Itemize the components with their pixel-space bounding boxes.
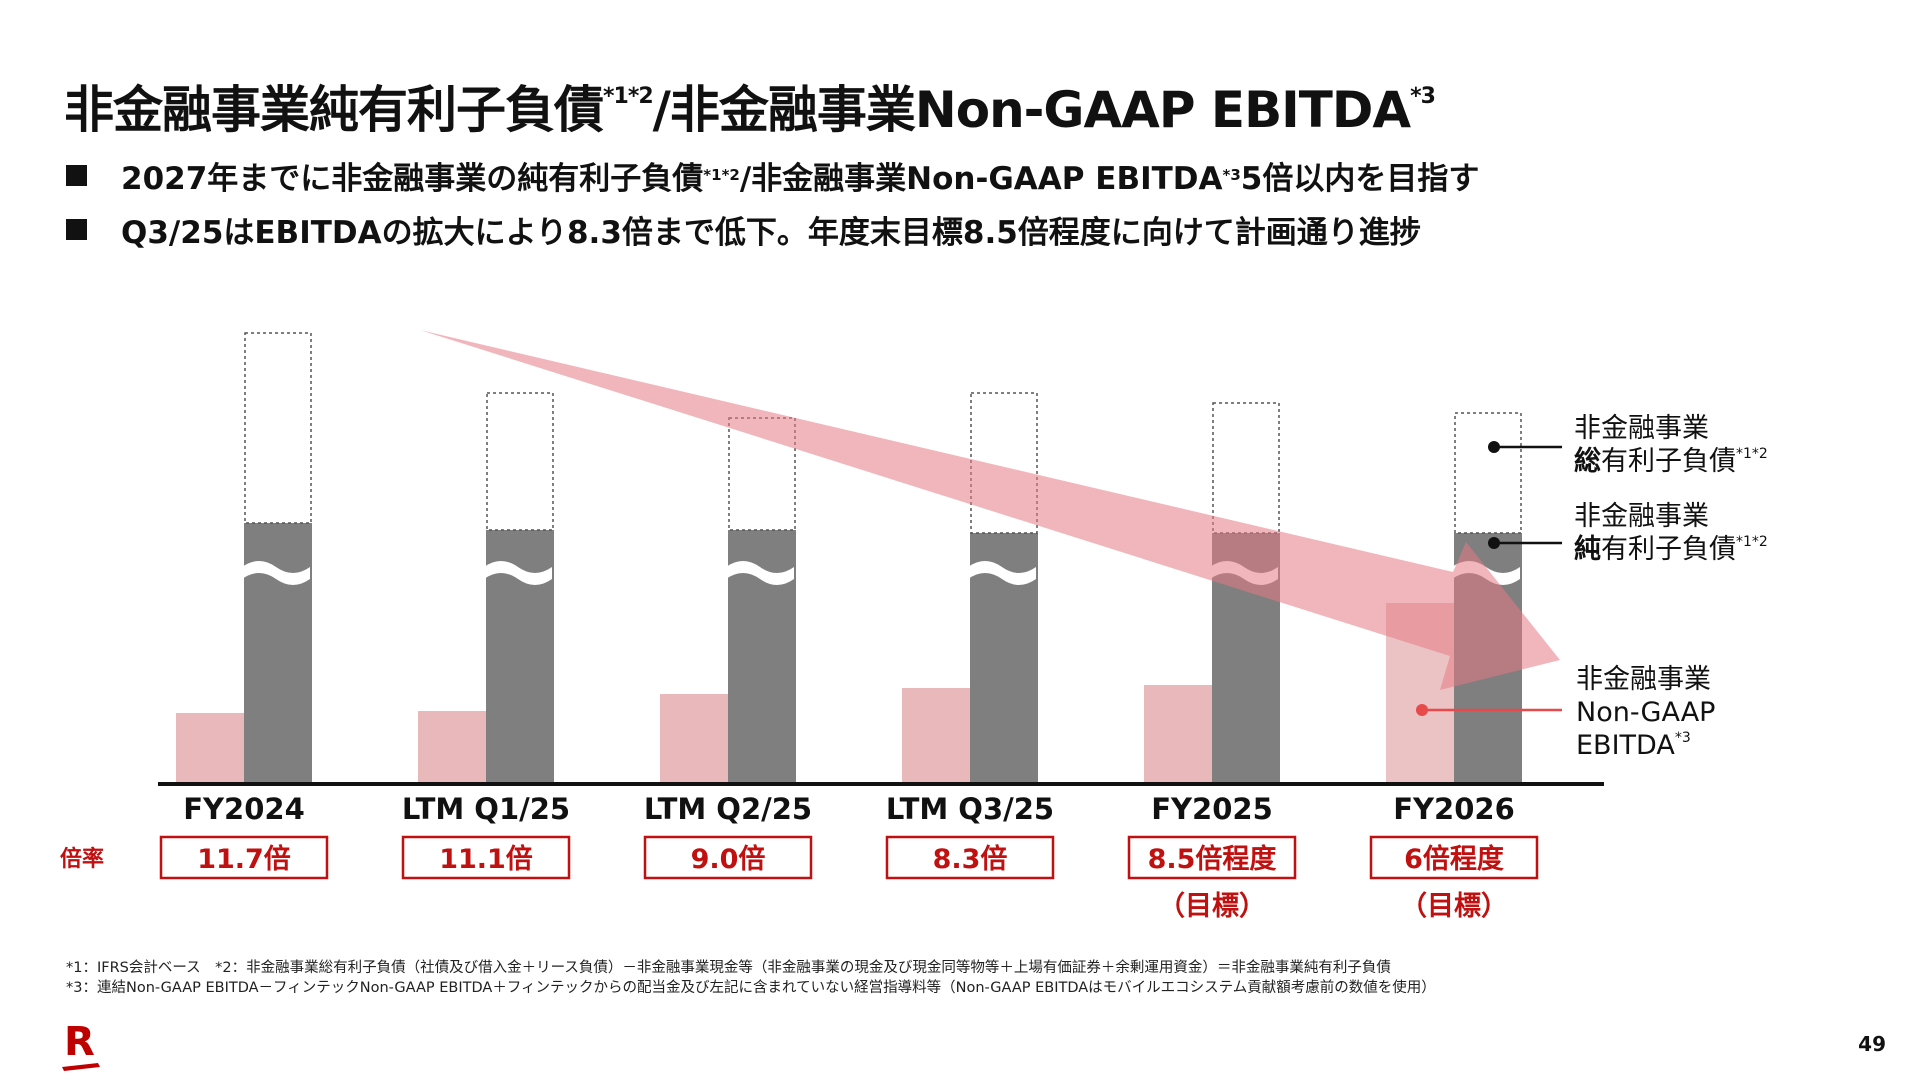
gross-debt-outline-5 [1212,402,1280,534]
ebitda-bar-5 [1144,685,1212,783]
bullet-item: Q3/25はEBITDAの拡大により8.3倍まで低下。年度末目標8.5倍程度に向… [66,202,1479,256]
bullet-square-icon [66,218,87,240]
bullet-list: 2027年までに非金融事業の純有利子負債 *1*2/非金融事業Non-GAAP E… [66,148,1479,256]
ratio-box [1369,835,1539,880]
bullet-item: 2027年までに非金融事業の純有利子負債 *1*2/非金融事業Non-GAAP E… [66,148,1479,202]
target-label: （目標） [1158,891,1266,922]
page-title: 非金融事業純有利子負債*1*2/非金融事業Non-GAAP EBITDA*3 [64,81,1436,139]
x-tick-label: LTM Q3/25 [886,792,1054,826]
legend-ebitda-line2: Non-GAAP [1576,697,1715,728]
gross-debt-outline-1 [244,332,312,524]
ebitda-bar-4 [902,688,970,783]
page-number: 49 [1858,1032,1886,1056]
ratio-label: 11.1倍 [439,843,533,875]
bullet-square-icon [66,164,87,186]
footnote-1: *1：IFRS会計ベース *2：非金融事業総有利子負債（社債及び借入金＋リース負… [66,960,1391,976]
ratio-label: 8.5倍程度 [1148,843,1277,875]
target-label: （目標） [1400,891,1508,922]
gross-debt-outline-6 [1454,412,1522,534]
ebitda-bar-1 [176,713,244,783]
legend: 非金融事業総有利子負債*1*2非金融事業純有利子負債*1*2非金融事業Non-G… [1416,413,1768,761]
ratio-box [1127,835,1297,880]
trend-arrow-shape [420,330,1560,690]
footnotes: *1：IFRS会計ベース *2：非金融事業総有利子負債（社債及び借入金＋リース負… [66,958,1436,998]
rakuten-logo: R [62,1021,100,1071]
trend-arrow [420,330,1560,690]
axis-break-wave-2 [484,561,552,585]
ebitda-bar-3 [660,694,728,783]
legend-ebitda-line3: EBITDA*3 [1576,730,1691,761]
ratio-label: 11.7倍 [197,843,291,875]
ratio-box [643,835,813,880]
labels-layer: FY2024 11.7倍 LTM Q1/25 11.1倍 LTM Q2/25 9.0倍 LT… [60,792,1539,922]
legend-net-line2: 純有利子負債*1*2 [1574,533,1768,565]
axis-break-wave-3 [726,561,794,585]
x-tick-label: FY2025 [1151,792,1273,826]
ratio-label: 9.0倍 [691,843,766,875]
ratio-box [885,835,1055,880]
x-tick-label: FY2026 [1393,792,1515,826]
legend-gross-line2: 総有利子負債*1*2 [1574,445,1768,477]
legend-gross-line1: 非金融事業 [1574,413,1709,444]
ratio-box [159,835,329,880]
ratio-label: 8.3倍 [933,843,1008,875]
legend-ebitda-line1: 非金融事業 [1576,664,1711,695]
x-tick-label: LTM Q2/25 [644,792,812,826]
axis-break-wave-1 [242,561,310,585]
svg-text:R: R [64,1021,95,1065]
legend-net-line1: 非金融事業 [1574,501,1709,532]
ebitda-bar-2 [418,711,486,783]
ratio-row-label: 倍率 [60,846,104,872]
gross-debt-outline-2 [486,392,554,531]
x-tick-label: FY2024 [183,792,305,826]
footnote-2: *3：連結Non-GAAP EBITDA－フィンテックNon-GAAP EBIT… [66,980,1436,996]
ratio-box [401,835,571,880]
x-tick-label: LTM Q1/25 [402,792,570,826]
ratio-label: 6倍程度 [1404,843,1504,875]
axis-break-wave-4 [968,561,1036,585]
